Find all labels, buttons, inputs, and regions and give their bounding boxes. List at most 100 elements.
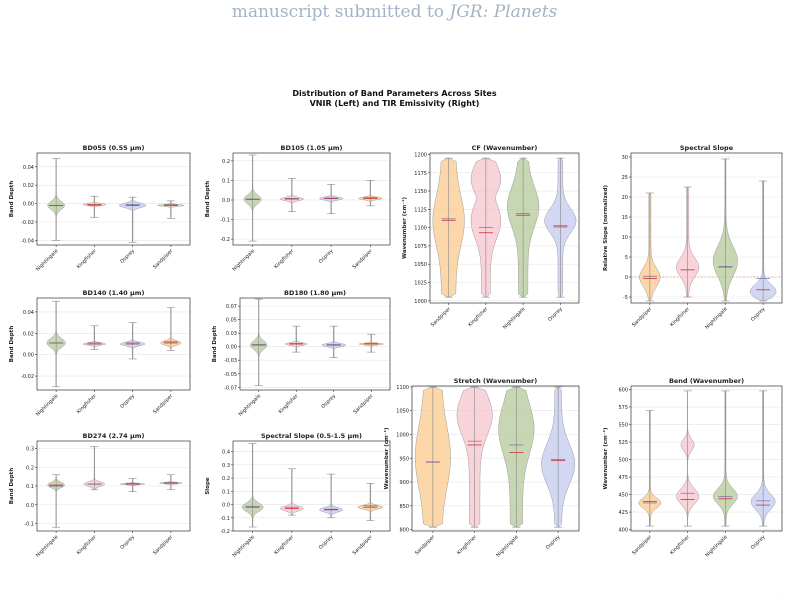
figure-title-line1: Distribution of Band Parameters Across S… — [292, 89, 497, 98]
footer-mark: · — [781, 597, 783, 604]
x-tick-label: Nightingale — [495, 534, 520, 559]
x-tick-label: Kingfisher — [669, 534, 692, 557]
y-axis-label: Band Depth — [9, 326, 15, 363]
y-tick-label: 575 — [618, 405, 628, 411]
y-axis-label: Band Depth — [212, 326, 218, 363]
x-tick-label: Nightingale — [704, 306, 729, 331]
axes-frame — [630, 152, 783, 304]
y-tick-label: 1125 — [414, 207, 427, 213]
y-tick-label: 1000 — [396, 432, 409, 438]
x-tick-label: Osprey — [320, 393, 337, 410]
figure-title-line2: VNIR (Left) and TIR Emissivity (Right) — [309, 99, 480, 108]
x-tick-label: Sandpiper — [152, 534, 175, 557]
y-tick-label: 1000 — [414, 299, 427, 305]
chart-stretch: 800 850 900 950 1000 1050 1100 Sandpiper Kingfis… — [383, 377, 580, 559]
x-tick-label: Nightingale — [232, 248, 257, 273]
y-tick-label: 0.05 — [226, 318, 237, 324]
y-tick-label: 0.04 — [23, 310, 34, 316]
axes-frame — [232, 152, 391, 246]
x-tick-label: Osprey — [318, 248, 335, 265]
y-tick-label: 0.4 — [222, 450, 230, 456]
y-tick-label: -0.05 — [224, 372, 237, 378]
x-tick-label: Sandpiper — [352, 534, 375, 557]
x-tick-label: Kingfisher — [76, 393, 99, 416]
header-prefix: manuscript submitted to — [231, 2, 450, 22]
y-tick-label: 0.1 — [26, 484, 34, 490]
x-tick-label: Osprey — [545, 534, 562, 551]
y-tick-label: -5 — [623, 295, 628, 301]
y-axis-label: Wavenumber (cm⁻¹) — [602, 427, 609, 490]
y-tick-label: 0.2 — [26, 465, 34, 471]
y-tick-label: 0.00 — [23, 353, 34, 359]
chart-bd105: -0.2 -0.1 0.0 0.1 0.2 Nightingale Kingfisher Os… — [205, 144, 391, 273]
y-axis-label: Relative Slope (normalized) — [603, 185, 609, 272]
y-tick-label: 400 — [618, 528, 628, 534]
y-tick-label: 0.03 — [226, 331, 237, 337]
x-tick-label: Kingfisher — [76, 534, 99, 557]
y-tick-label: -0.1 — [220, 516, 230, 522]
y-tick-label: 1050 — [414, 262, 427, 268]
y-tick-label: 1100 — [396, 385, 409, 391]
x-tick-label: Osprey — [119, 393, 136, 410]
x-tick-label: Osprey — [547, 306, 564, 323]
x-tick-label: Kingfisher — [467, 306, 490, 329]
y-tick-label: -0.03 — [224, 358, 237, 364]
x-tick-label: Osprey — [750, 306, 767, 323]
x-tick-label: Sandpiper — [414, 534, 437, 557]
y-tick-label: 0.3 — [222, 463, 230, 469]
y-tick-label: 1075 — [414, 244, 427, 250]
x-tick-label: Osprey — [119, 248, 136, 265]
axes-frame — [239, 297, 391, 391]
y-tick-label: 0.3 — [26, 447, 34, 453]
y-tick-label: 450 — [618, 493, 628, 499]
x-tick-label: Nightingale — [232, 534, 257, 559]
x-tick-label: Kingfisher — [669, 306, 692, 329]
journal-name: JGR: Planets — [449, 2, 558, 22]
x-tick-label: Nightingale — [704, 534, 729, 559]
x-tick-label: Sandpiper — [631, 306, 654, 329]
page-header: manuscript submitted to JGR: Planets — [0, 2, 789, 22]
x-tick-label: Nightingale — [35, 248, 60, 273]
y-tick-label: 1200 — [414, 152, 427, 158]
y-tick-label: 0.0 — [26, 503, 34, 509]
y-tick-label: -0.04 — [21, 238, 34, 244]
x-tick-label: Sandpiper — [152, 393, 175, 416]
y-tick-label: 0.0 — [222, 503, 230, 509]
y-tick-label: -0.2 — [220, 529, 230, 535]
y-tick-label: 0.2 — [222, 476, 230, 482]
y-tick-label: 30 — [622, 155, 628, 161]
x-tick-label: Sandpiper — [352, 248, 375, 271]
chart-spectral_slope: -5 0 5 10 15 20 25 30 Sandpiper Kingfisher Nightin… — [603, 144, 783, 331]
chart-title: BD055 (0.55 μm) — [83, 144, 145, 152]
y-tick-label: 1025 — [414, 281, 427, 287]
y-tick-label: 475 — [618, 475, 628, 481]
axes-frame — [36, 297, 191, 391]
x-tick-label: Osprey — [119, 534, 136, 551]
y-tick-label: 5 — [625, 255, 628, 261]
axes-frame — [429, 152, 580, 304]
y-tick-label: -0.02 — [21, 374, 34, 380]
x-tick-label: Nightingale — [238, 393, 263, 418]
y-tick-label: -0.1 — [24, 522, 34, 528]
y-tick-label: 950 — [399, 456, 409, 462]
x-tick-label: Osprey — [318, 534, 335, 551]
y-tick-label: 20 — [622, 195, 628, 201]
y-tick-label: 1175 — [414, 171, 427, 177]
x-tick-label: Sandpiper — [352, 393, 375, 416]
chart-cf: 1000 1025 1050 1075 1100 1125 1150 1175 1200 Sand… — [401, 144, 580, 331]
y-tick-label: 0.00 — [23, 202, 34, 208]
y-tick-label: 0.07 — [226, 304, 237, 310]
chart-title: BD105 (1.05 μm) — [281, 144, 343, 152]
y-tick-label: 500 — [618, 458, 628, 464]
y-tick-label: 550 — [618, 423, 628, 429]
axes-frame — [630, 385, 783, 532]
y-tick-label: -0.07 — [224, 385, 237, 391]
y-tick-label: -0.02 — [21, 220, 34, 226]
y-tick-label: 0.0 — [222, 198, 230, 204]
x-tick-label: Nightingale — [35, 393, 60, 418]
chart-title: BD140 (1.40 μm) — [83, 289, 145, 297]
chart-title: Spectral Slope (0.5-1.5 μm) — [261, 432, 362, 440]
chart-bd140: -0.02 0.00 0.02 0.04 Nightingale Kingfisher Os… — [9, 289, 191, 418]
chart-bd055: -0.04 -0.02 0.00 0.02 0.04 Nightingale Kingfis… — [9, 144, 191, 273]
y-tick-label: 1150 — [414, 189, 427, 195]
